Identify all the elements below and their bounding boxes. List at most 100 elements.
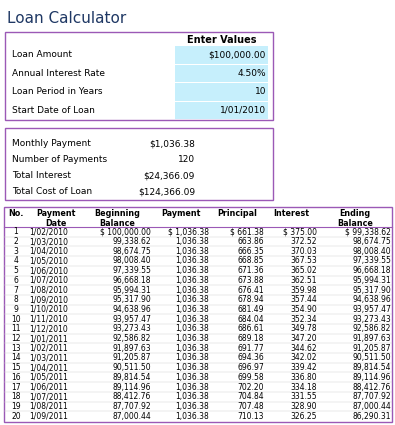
Text: 1/12/2010: 1/12/2010 (29, 324, 68, 333)
Text: 354.90: 354.90 (290, 305, 317, 314)
Text: $24,366.09: $24,366.09 (144, 171, 195, 180)
Text: Number of Payments: Number of Payments (12, 155, 107, 164)
Text: $124,366.09: $124,366.09 (138, 187, 195, 196)
Text: 1/01/2010: 1/01/2010 (220, 106, 266, 115)
Text: 1,036.38: 1,036.38 (175, 237, 209, 246)
Text: 344.62: 344.62 (290, 344, 317, 353)
Text: 1/06/2010: 1/06/2010 (29, 266, 68, 275)
Text: 689.18: 689.18 (238, 334, 264, 343)
Text: 89,114.96: 89,114.96 (113, 382, 151, 391)
Text: 1,036.38: 1,036.38 (175, 314, 209, 324)
Text: 95,317.90: 95,317.90 (112, 295, 151, 304)
Bar (175, 83, 268, 100)
Text: 12: 12 (11, 334, 21, 343)
Text: 1/02/2011: 1/02/2011 (29, 344, 68, 353)
Text: 328.90: 328.90 (290, 402, 317, 411)
Text: Annual Interest Rate: Annual Interest Rate (12, 69, 105, 78)
Text: 94,638.96: 94,638.96 (352, 295, 391, 304)
Text: 1,036.38: 1,036.38 (175, 344, 209, 353)
Text: Principal: Principal (218, 209, 258, 218)
Text: 1/03/2010: 1/03/2010 (29, 237, 68, 246)
Text: 1/10/2010: 1/10/2010 (29, 305, 68, 314)
Text: 3: 3 (13, 247, 19, 256)
Text: 704.84: 704.84 (237, 392, 264, 401)
Text: 357.44: 357.44 (290, 295, 317, 304)
Text: 86,290.31: 86,290.31 (352, 412, 391, 421)
Text: 1: 1 (13, 227, 19, 236)
Text: 1/11/2010: 1/11/2010 (29, 314, 68, 324)
Text: 91,897.63: 91,897.63 (112, 344, 151, 353)
Text: 1/04/2010: 1/04/2010 (29, 247, 68, 256)
Text: 95,994.31: 95,994.31 (112, 286, 151, 295)
Text: Monthly Payment: Monthly Payment (12, 139, 91, 148)
Text: 87,000.44: 87,000.44 (352, 402, 391, 411)
Text: 93,957.47: 93,957.47 (112, 314, 151, 324)
Bar (4, 207, 392, 422)
Text: 96,668.18: 96,668.18 (113, 276, 151, 285)
Text: 1/06/2011: 1/06/2011 (29, 382, 68, 391)
Text: 1/08/2011: 1/08/2011 (29, 402, 68, 411)
Text: 1,036.38: 1,036.38 (175, 247, 209, 256)
Text: 98,674.75: 98,674.75 (112, 247, 151, 256)
Text: No.: No. (8, 209, 24, 218)
Text: 4: 4 (13, 256, 19, 266)
Text: 97,339.55: 97,339.55 (112, 266, 151, 275)
Text: 349.78: 349.78 (290, 324, 317, 333)
Text: 1/07/2010: 1/07/2010 (29, 276, 68, 285)
Text: 87,000.44: 87,000.44 (112, 412, 151, 421)
Text: 4.50%: 4.50% (237, 69, 266, 78)
Text: 365.02: 365.02 (290, 266, 317, 275)
Text: 10: 10 (11, 314, 21, 324)
Text: 1/09/2011: 1/09/2011 (29, 412, 68, 421)
Bar (175, 65, 268, 82)
Text: 1,036.38: 1,036.38 (175, 305, 209, 314)
Text: 13: 13 (11, 344, 21, 353)
Text: 362.51: 362.51 (290, 276, 317, 285)
Text: 9: 9 (13, 305, 19, 314)
Text: 372.52: 372.52 (290, 237, 317, 246)
Text: 710.13: 710.13 (237, 412, 264, 421)
Text: 7: 7 (13, 286, 19, 295)
Text: 94,638.96: 94,638.96 (112, 305, 151, 314)
Text: $ 661.38: $ 661.38 (230, 227, 264, 236)
Text: 20: 20 (11, 412, 21, 421)
Text: 91,897.63: 91,897.63 (352, 334, 391, 343)
Text: 91,205.87: 91,205.87 (352, 344, 391, 353)
Text: 8: 8 (13, 295, 19, 304)
Text: 1,036.38: 1,036.38 (175, 324, 209, 333)
Text: 1/05/2010: 1/05/2010 (29, 256, 68, 266)
Text: 89,814.54: 89,814.54 (113, 373, 151, 382)
Text: 1,036.38: 1,036.38 (175, 266, 209, 275)
Text: 326.25: 326.25 (290, 412, 317, 421)
Text: 17: 17 (11, 382, 21, 391)
Text: 1/02/2010: 1/02/2010 (29, 227, 68, 236)
Text: 1/03/2011: 1/03/2011 (29, 354, 68, 363)
Text: $ 100,000.00: $ 100,000.00 (100, 227, 151, 236)
Text: Loan Calculator: Loan Calculator (7, 11, 126, 26)
Text: 19: 19 (11, 402, 21, 411)
Text: 98,008.40: 98,008.40 (352, 247, 391, 256)
Text: 1,036.38: 1,036.38 (175, 334, 209, 343)
Text: 91,205.87: 91,205.87 (113, 354, 151, 363)
Text: 93,273.43: 93,273.43 (352, 314, 391, 324)
Text: 18: 18 (11, 392, 21, 401)
Text: 87,707.92: 87,707.92 (112, 402, 151, 411)
Text: 359.98: 359.98 (290, 286, 317, 295)
Text: 98,674.75: 98,674.75 (352, 237, 391, 246)
Text: 90,511.50: 90,511.50 (352, 354, 391, 363)
Text: $ 1,036.38: $ 1,036.38 (168, 227, 209, 236)
Text: 339.42: 339.42 (290, 363, 317, 372)
Text: 678.94: 678.94 (237, 295, 264, 304)
Text: 666.35: 666.35 (237, 247, 264, 256)
Text: Beginning
Balance: Beginning Balance (94, 209, 141, 228)
Text: 15: 15 (11, 363, 21, 372)
Text: 1,036.38: 1,036.38 (175, 286, 209, 295)
Text: 95,317.90: 95,317.90 (352, 286, 391, 295)
Text: 98,008.40: 98,008.40 (112, 256, 151, 266)
Text: 6: 6 (13, 276, 19, 285)
Text: 92,586.82: 92,586.82 (113, 334, 151, 343)
Text: 370.03: 370.03 (290, 247, 317, 256)
Text: 5: 5 (13, 266, 19, 275)
Text: 347.20: 347.20 (290, 334, 317, 343)
Text: 1/05/2011: 1/05/2011 (29, 373, 68, 382)
